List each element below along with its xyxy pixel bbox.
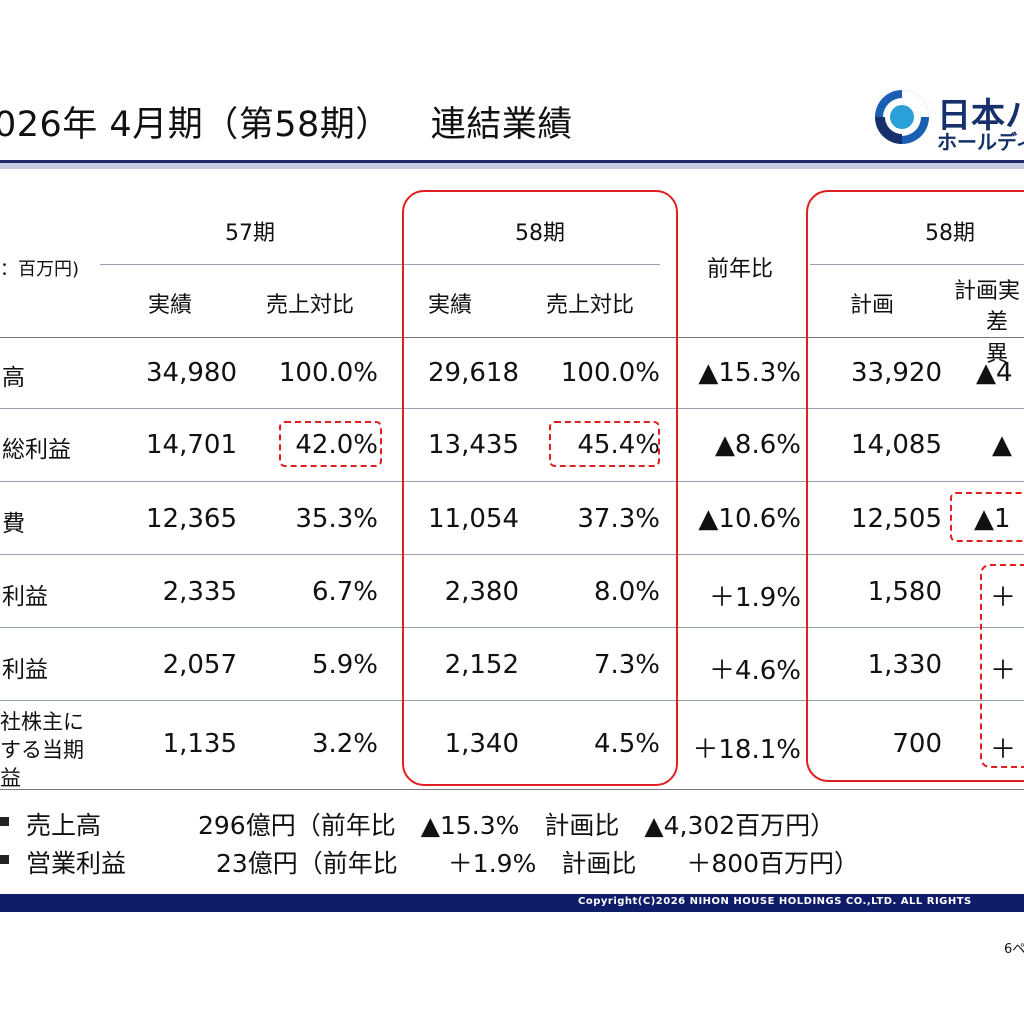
cell-ratio-58: 100.0% [560,358,660,388]
cell-ratio-58: 4.5% [593,729,660,759]
cell-yoy: ▲8.6% [714,430,801,460]
row-label: 総利益 [2,437,71,463]
header-yoy: 前年比 [706,257,773,282]
row-label: 利益 [2,657,48,683]
cell-actual-58: 13,435 [428,430,519,460]
cell-yoy: ＋1.9% [708,583,801,613]
cell-ratio-57: 35.3% [295,504,378,534]
cell-plan: 1,580 [867,577,942,607]
cell-actual-57: 2,057 [162,650,237,680]
cell-plan-diff: ＋ [990,583,1017,613]
row-label-line: する当期 [0,738,84,762]
subheader-plan: 計画 [849,293,894,318]
cell-plan: 700 [892,729,942,759]
cell-actual-57: 14,701 [146,430,237,460]
title-subject: 連結業績 [430,105,573,145]
subheader-actual-58: 実績 [427,293,472,318]
cell-ratio-58: 45.4% [577,430,660,460]
cell-ratio-57: 6.7% [311,577,378,607]
company-logo: 日本ハ ホールディ [873,88,1024,154]
row-label: 費 [2,511,25,537]
cell-actual-58: 2,152 [444,650,519,680]
row-divider [0,554,1024,555]
subheader-plan-diff-2: 差異 [986,310,1009,367]
row-divider [0,700,1024,701]
title-period: 026年 4月期（第58期） [0,105,391,145]
dashed-highlight-ratio-58 [549,421,660,467]
cell-plan-diff: ＋ [990,656,1017,686]
header-divider [100,264,660,265]
cell-ratio-57: 42.0% [295,430,378,460]
copyright-text: Copyright(C)2026 NIHON HOUSE HOLDINGS CO… [578,896,972,907]
cell-actual-57: 2,335 [162,577,237,607]
page-title: 026年 4月期（第58期） 連結業績 [0,96,573,147]
summary-item-text: 23億円（前年比 ＋1.9% 計画比 ＋800百万円） [216,849,860,878]
cell-actual-58: 2,380 [444,577,519,607]
row-divider [0,789,1024,790]
page-number: 6ペ [1004,942,1024,957]
row-divider [0,627,1024,628]
cell-ratio-58: 37.3% [577,504,660,534]
highlight-frame-plan [806,190,1024,782]
cell-ratio-58: 7.3% [593,650,660,680]
cell-actual-57: 34,980 [146,358,237,388]
logo-swirl-icon [875,90,929,144]
summary-item-text: 296億円（前年比 ▲15.3% 計画比 ▲4,302百万円） [198,811,836,840]
header-period-57: 57期 [225,221,275,246]
subheader-actual-57: 実績 [147,293,192,318]
cell-ratio-58: 8.0% [593,577,660,607]
row-label-line: 社株主に [0,710,84,734]
cell-yoy: ▲15.3% [698,358,801,388]
logo-text-line2: ホールディ [937,130,1024,154]
cell-actual-58: 1,340 [444,729,519,759]
cell-actual-57: 1,135 [162,729,237,759]
cell-ratio-57: 5.9% [311,650,378,680]
cell-plan: 33,920 [851,358,942,388]
cell-actual-57: 12,365 [146,504,237,534]
dashed-highlight-diff-sga [950,492,1024,542]
summary-item-label: 売上高 [26,811,102,840]
dashed-highlight-ratio-57 [279,421,382,467]
header-divider-plan [810,264,1024,265]
row-label-line: 益 [0,766,21,790]
row-label: 利益 [2,584,48,610]
summary-item-label: 営業利益 [26,849,127,878]
subheader-plan-diff-1: 計画実 [954,279,1021,304]
cell-actual-58: 11,054 [428,504,519,534]
cell-plan-diff: ＋ [990,735,1017,765]
row-divider [0,408,1024,409]
logo-text-line1: 日本ハ [937,96,1024,136]
cell-plan-diff: ▲1 [974,504,1011,534]
footer-bar [0,894,1024,912]
row-divider [0,337,1024,338]
cell-yoy: ＋4.6% [708,656,801,686]
cell-yoy: ▲10.6% [698,504,801,534]
cell-yoy: ＋18.1% [692,735,801,765]
highlight-frame-58 [402,190,678,786]
header-period-58: 58期 [515,221,565,246]
cell-plan: 14,085 [851,430,942,460]
subheader-ratio-58: 売上対比 [545,293,634,318]
bullet-icon [0,817,9,826]
header-plan-58: 58期 [925,221,975,246]
subheader-ratio-57: 売上対比 [265,293,354,318]
row-divider [0,481,1024,482]
cell-plan: 1,330 [867,650,942,680]
cell-ratio-57: 100.0% [278,358,378,388]
cell-ratio-57: 3.2% [311,729,378,759]
row-label: 高 [2,365,25,391]
cell-plan: 12,505 [851,504,942,534]
cell-actual-58: 29,618 [428,358,519,388]
dashed-highlight-diff-profits [980,564,1024,768]
unit-label: ：百万円) [0,259,80,280]
cell-plan-diff: ▲ [992,430,1012,460]
header-rule [0,160,1024,169]
bullet-icon [0,855,9,864]
cell-plan-diff: ▲4 [976,358,1013,388]
